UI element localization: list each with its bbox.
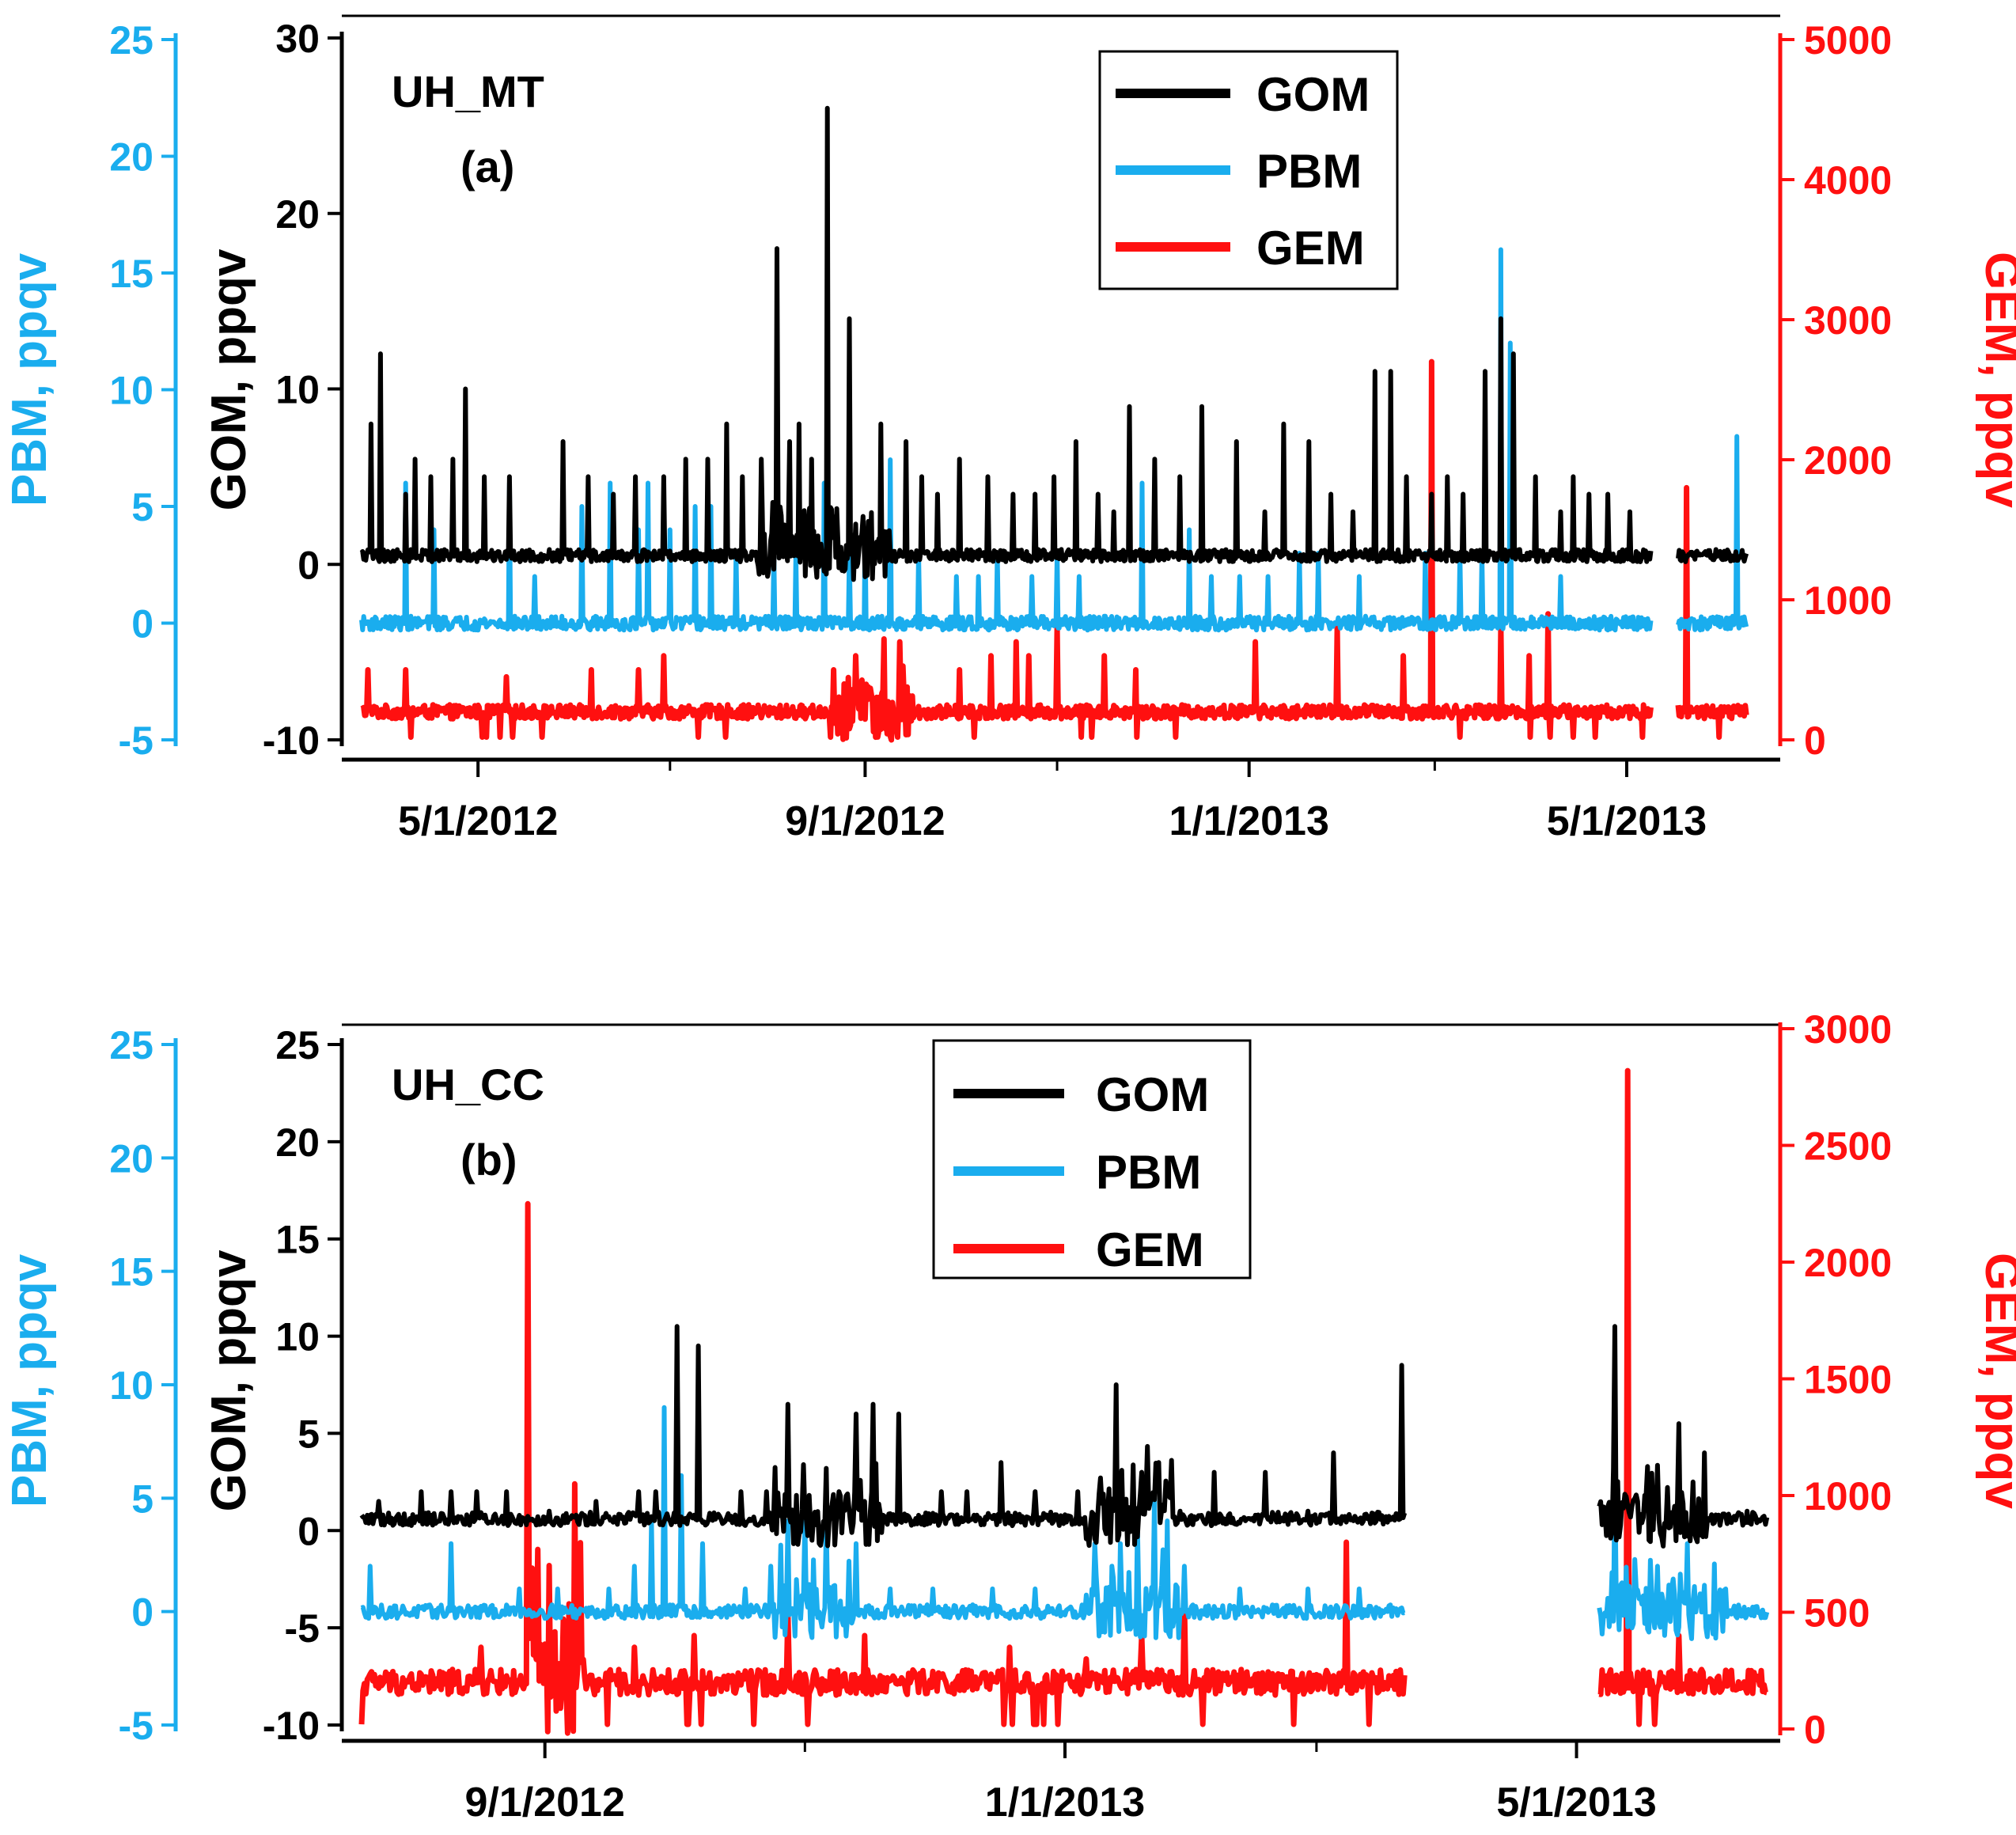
gem-axis-b-tick-label-6: 3000	[1804, 1007, 1892, 1052]
legend-b: GOM PBM GEM	[932, 1039, 1252, 1280]
pbm-axis-a-tick-label-4: 15	[109, 252, 153, 296]
pbm-axis-title-b: PBM, ppqv	[2, 1253, 57, 1507]
pbm-axis-a-tick-label-2: 5	[131, 485, 153, 529]
panel-label-b: (b)	[460, 1135, 517, 1185]
gem-axis-a-tick-label-1: 1000	[1804, 578, 1892, 623]
gem-axis-b-tick-label-5: 2500	[1804, 1124, 1892, 1169]
series-pbm-a	[359, 247, 1749, 633]
x-tick-label-a-1: 9/1/2012	[785, 798, 945, 844]
pbm-axis-b-tick-label-5: 20	[109, 1136, 153, 1181]
gom-axis-b-tick-label-0: -10	[263, 1704, 320, 1748]
legend-gom-label-b: GOM	[1096, 1068, 1209, 1121]
gem-axis-a-tick-label-4: 4000	[1804, 158, 1892, 203]
x-tick-label-a-0: 5/1/2012	[398, 798, 558, 844]
gom-axis-b-tick-label-1: -5	[285, 1606, 320, 1651]
pbm-axis-b-tick-label-3: 10	[109, 1363, 153, 1408]
panel-b: 9/1/2012 1/1/2013 5/1/2013 -5 0 5 10 15 20 25 -10 -…	[2, 1007, 2016, 1826]
pbm-axis-a-tick-label-3: 10	[109, 369, 153, 413]
panel-a: 5/1/2012 9/1/2012 1/1/2013 5/1/2013 -5 0 5 10 15…	[2, 14, 2016, 844]
pbm-axis-title-a: PBM, ppqv	[2, 252, 57, 506]
pbm-axis-a-tick-label-0: -5	[119, 718, 153, 763]
legend-gem-label-b: GEM	[1096, 1223, 1204, 1276]
series-layer-a	[359, 105, 1749, 743]
gem-axis-title-a: GEM, ppqv	[1975, 252, 2016, 508]
gem-axis-a-tick-label-0: 0	[1804, 718, 1826, 763]
gom-axis-b-tick-label-6: 20	[275, 1120, 320, 1165]
legend-gom-label-a: GOM	[1256, 68, 1370, 121]
axes-layer-b: 9/1/2012 1/1/2013 5/1/2013 -5 0 5 10 15 20 25 -10 -…	[2, 1007, 2016, 1826]
series-gom-a	[359, 105, 1749, 582]
series-gem-b	[358, 1067, 1768, 1736]
x-tick-label-a-2: 1/1/2013	[1169, 798, 1328, 844]
gom-axis-title-a: GOM, ppqv	[202, 248, 256, 510]
series-gom-b	[359, 1324, 1770, 1549]
axes-layer-a: 5/1/2012 9/1/2012 1/1/2013 5/1/2013 -5 0 5 10 15…	[2, 17, 2016, 844]
site-label-b: UH_CC	[392, 1060, 544, 1109]
pbm-axis-b-tick-label-0: -5	[119, 1704, 153, 1748]
pbm-axis-b-tick-label-2: 5	[131, 1477, 153, 1521]
pbm-axis-a-tick-label-5: 20	[109, 135, 153, 180]
pbm-axis-a-tick-label-6: 25	[109, 18, 153, 63]
gom-axis-a-tick-label-2: 10	[275, 368, 320, 412]
gom-axis-a-tick-label-4: 30	[275, 17, 320, 61]
gem-axis-b-tick-label-3: 1500	[1804, 1358, 1892, 1402]
gem-axis-b-tick-label-2: 1000	[1804, 1474, 1892, 1518]
gem-axis-title-b: GEM, ppqv	[1975, 1253, 2016, 1509]
gem-axis-a-tick-label-2: 2000	[1804, 438, 1892, 483]
pbm-axis-b-tick-label-1: 0	[131, 1590, 153, 1635]
plot-frame-b	[342, 1023, 1780, 1743]
gom-axis-b-tick-label-7: 25	[275, 1023, 320, 1067]
series-pbm-b	[360, 1405, 1770, 1641]
series-gem-a	[359, 358, 1749, 743]
x-tick-label-b-2: 5/1/2013	[1496, 1780, 1656, 1826]
gom-axis-title-b: GOM, ppqv	[202, 1249, 256, 1511]
x-tick-label-a-3: 5/1/2013	[1547, 798, 1707, 844]
gem-axis-b-tick-label-4: 2000	[1804, 1241, 1892, 1285]
gem-axis-a-tick-label-5: 5000	[1804, 18, 1892, 63]
gom-axis-a-tick-label-0: -10	[263, 718, 320, 763]
gom-axis-b-tick-label-3: 5	[297, 1412, 320, 1456]
gom-axis-a-tick-label-3: 20	[275, 192, 320, 237]
panel-label-a: (a)	[460, 142, 514, 191]
gem-axis-b-tick-label-0: 0	[1804, 1708, 1826, 1752]
legend-a: GOM PBM GEM	[1098, 50, 1399, 290]
pbm-axis-b-tick-label-6: 25	[109, 1023, 153, 1067]
legend-pbm-label-b: PBM	[1096, 1146, 1201, 1199]
gom-axis-b-tick-label-4: 10	[275, 1315, 320, 1359]
gom-axis-b-tick-label-2: 0	[297, 1509, 320, 1553]
series-layer-b	[358, 1067, 1770, 1736]
legend-box-b	[932, 1039, 1252, 1280]
site-label-a: UH_MT	[392, 66, 544, 116]
legend-pbm-label-a: PBM	[1256, 145, 1362, 198]
legend-gem-label-a: GEM	[1256, 222, 1365, 275]
pbm-axis-a-tick-label-1: 0	[131, 602, 153, 646]
gom-axis-a-tick-label-1: 0	[297, 543, 320, 587]
gem-axis-a-tick-label-3: 3000	[1804, 298, 1892, 343]
plot-frame-a	[342, 14, 1780, 762]
pbm-axis-b-tick-label-4: 15	[109, 1250, 153, 1295]
gom-axis-b-tick-label-5: 15	[275, 1218, 320, 1262]
x-tick-label-b-1: 1/1/2013	[985, 1780, 1145, 1826]
gem-axis-b-tick-label-1: 500	[1804, 1591, 1870, 1636]
x-tick-label-b-0: 9/1/2012	[464, 1780, 624, 1826]
